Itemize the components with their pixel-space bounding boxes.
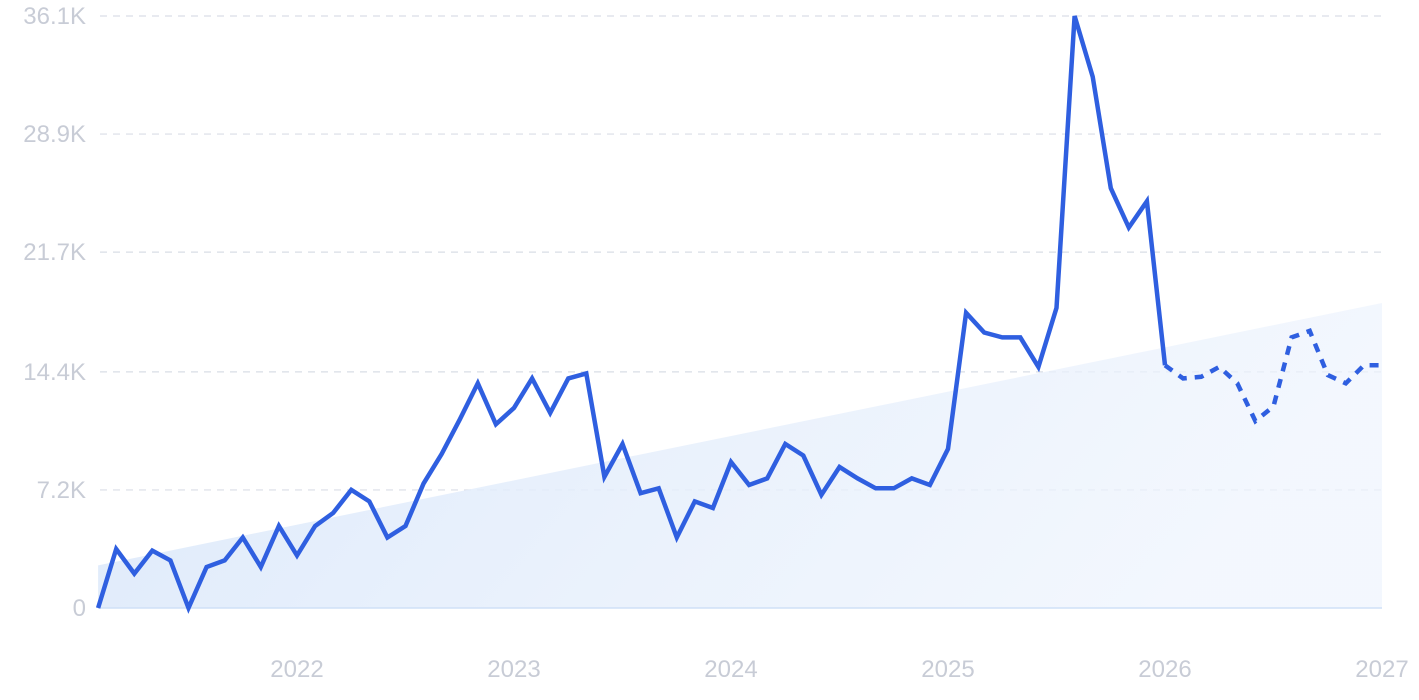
y-tick-label: 21.7K (23, 239, 86, 266)
forecast-line (1163, 328, 1382, 425)
x-tick-label: 2027 (1355, 656, 1408, 683)
y-tick-label: 36.1K (23, 3, 86, 30)
y-tick-label: 0 (73, 595, 86, 622)
x-tick-label: 2024 (704, 656, 757, 683)
trend-area (98, 302, 1382, 608)
x-tick-label: 2023 (487, 656, 540, 683)
series-line (95, 15, 1168, 614)
x-tick-label: 2025 (921, 656, 974, 683)
y-tick-label: 28.9K (23, 121, 86, 148)
trend-area-shape (98, 302, 1382, 608)
x-axis-tick-labels: 2022 2023 2024 2025 2026 2027 (270, 656, 1408, 683)
y-tick-label: 7.2K (37, 477, 86, 504)
x-tick-label: 2026 (1138, 656, 1191, 683)
x-tick-label: 2022 (270, 656, 323, 683)
series-lines (95, 15, 1382, 614)
y-axis-tick-labels: 0 7.2K 14.4K 21.7K 28.9K 36.1K (23, 3, 86, 622)
y-tick-label: 14.4K (23, 359, 86, 386)
